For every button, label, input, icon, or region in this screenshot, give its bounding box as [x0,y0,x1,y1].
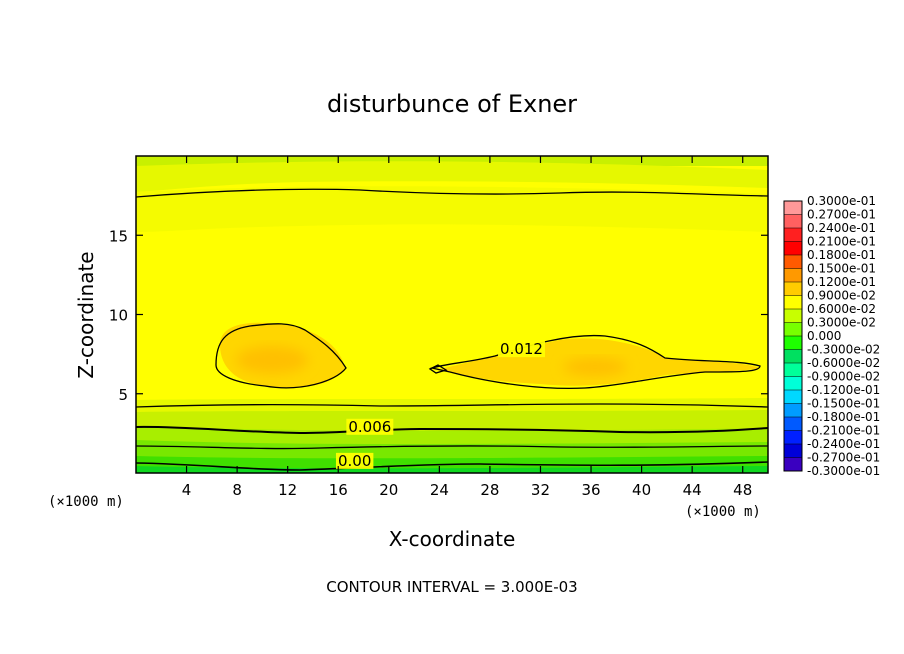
x-tick-label: 48 [733,481,752,499]
colorbar-swatch [784,282,802,296]
colorbar-level-label: -0.1200e-01 [807,383,880,397]
contour-interval-note: CONTOUR INTERVAL = 3.000E-03 [326,578,577,596]
colorbar-swatch [784,255,802,269]
colorbar-swatch [784,376,802,391]
contour-line-0095 [136,403,768,408]
y-tick-label: 15 [109,227,128,245]
band-top-2 [136,161,768,192]
colorbar-level-label: -0.1500e-01 [807,397,880,411]
colorbar-level-label: -0.2100e-01 [807,424,880,438]
colorbar-swatch [784,214,802,229]
colorbar-level-label: -0.2400e-01 [807,437,880,451]
x-tick-label: 44 [683,481,702,499]
colorbar-level-label: 0.3000e-01 [807,194,876,208]
contour-line-006 [136,425,768,435]
colorbar-swatch [784,322,802,337]
x-tick-label: 28 [480,481,499,499]
x-unit-label-right: (×1000 m) [685,504,761,520]
colorbar-level-label: 0.1500e-01 [807,262,876,276]
contour-label-background [335,452,374,469]
colorbar-swatch [784,444,802,458]
x-tick-label: 8 [232,481,242,499]
colorbar-swatch [784,228,802,242]
band-top-1 [136,156,768,166]
colorbar: 0.3000e-010.2700e-010.2400e-010.2100e-01… [783,194,880,478]
y-axis-title: Z-coordinate [74,251,98,378]
colorbar-swatch [784,268,802,283]
lobe-left-core [236,346,308,374]
x-axis: 4 8 12 16 20 24 28 32 36 40 44 48 [182,156,752,499]
y-axis: 5 10 15 [109,227,768,404]
colorbar-level-label: 0.1200e-01 [807,275,876,289]
x-tick-label: 12 [278,481,297,499]
colorbar-level-label: -0.9000e-02 [807,370,880,384]
chart-title: disturbunce of Exner [327,90,577,118]
colorbar-swatch [784,201,802,215]
x-tick-label: 24 [430,481,449,499]
contour-labels: 0.012 0.006 0.00 [335,340,545,470]
colorbar-swatch [784,457,802,472]
plot-area [136,156,768,473]
colorbar-level-label: -0.2700e-01 [807,451,880,465]
colorbar-swatch [784,349,802,364]
contour-line-000 [136,461,768,471]
colorbar-level-label: -0.1800e-01 [807,410,880,424]
x-tick-label: 40 [632,481,651,499]
colorbar-level-label: -0.6000e-02 [807,356,880,370]
colorbar-swatch [784,403,802,418]
y-tick-label: 10 [109,307,128,325]
contour-line-012-left [215,323,347,389]
colorbar-swatch [784,241,802,256]
x-tick-label: 20 [379,481,398,499]
colorbar-swatch [784,417,802,431]
colorbar-level-label: 0.1800e-01 [807,248,876,262]
colorbar-level-label: 0.3000e-02 [807,316,876,330]
colorbar-level-label: 0.2400e-01 [807,221,876,235]
colorbar-swatch [784,295,802,310]
contour-label-background [346,418,394,435]
colorbar-level-label: -0.3000e-01 [807,464,880,478]
band-lower-6 [136,466,768,473]
contour-label: 0.012 [500,340,543,358]
contour-label: 0.006 [348,418,391,436]
colorbar-swatch [784,309,802,323]
colorbar-swatch [784,363,802,377]
colorbar-swatch [784,336,802,350]
x-tick-label: 16 [329,481,348,499]
contour-label-background [498,341,545,358]
colorbar-swatch [784,430,802,445]
x-tick-label: 32 [531,481,550,499]
contour-line-top [136,188,768,198]
x-unit-label-left: (×1000 m) [48,494,124,510]
colorbar-level-label: 0.2700e-01 [807,208,876,222]
colorbar-level-label: -0.3000e-02 [807,343,880,357]
colorbar-level-label: 0.000 [807,329,841,343]
colorbar-level-label: 0.6000e-02 [807,302,876,316]
contour-label: 0.00 [338,452,371,470]
colorbar-swatch [784,390,802,404]
y-tick-label: 5 [118,386,128,404]
contour-lines [136,188,768,471]
lobe-right-core [563,358,627,376]
contour-line-012-spike [428,364,448,374]
contour-line-003 [136,445,768,450]
band-top-3 [136,186,768,232]
x-tick-label: 36 [581,481,600,499]
colorbar-level-label: 0.9000e-02 [807,289,876,303]
colorbar-level-label: 0.2100e-01 [807,235,876,249]
x-axis-title: X-coordinate [389,527,516,551]
x-tick-label: 4 [182,481,192,499]
